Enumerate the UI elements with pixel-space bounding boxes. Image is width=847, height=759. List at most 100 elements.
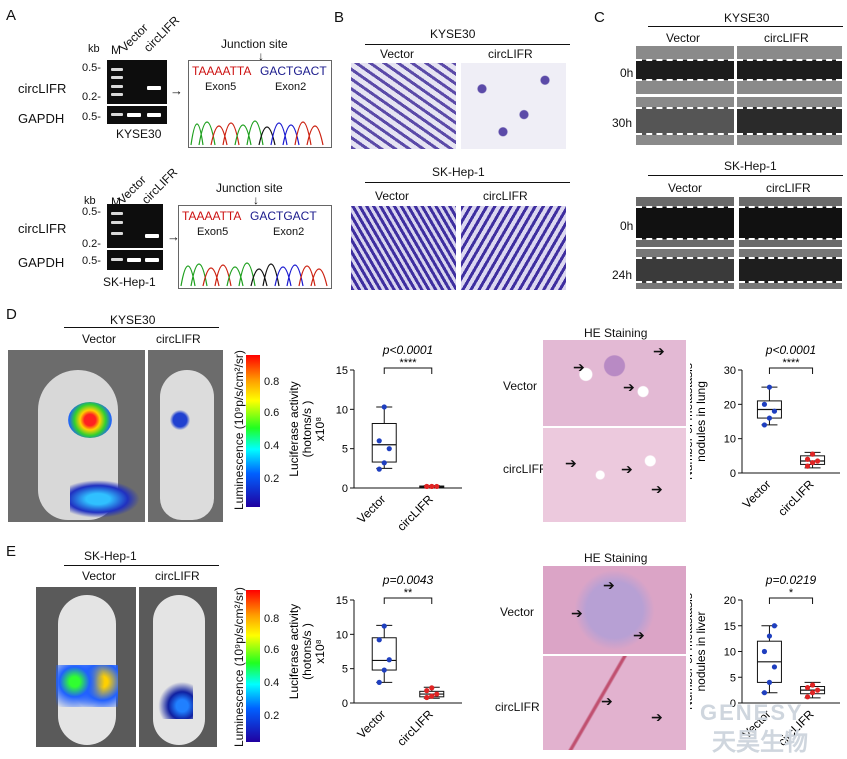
data-point [809, 460, 816, 466]
cell-line-label: SK-Hep-1 [84, 549, 137, 563]
down-arrow-icon: ↓ [258, 49, 264, 63]
he-image: ➔ ➔ ➔ [543, 566, 686, 654]
data-point [424, 694, 430, 701]
transwell-image [461, 63, 566, 149]
arrow-icon: → [167, 229, 180, 244]
chromatogram: TAAAATTA GACTGACT Exon5 Exon2 [188, 60, 332, 148]
time-label: 0h [620, 219, 634, 233]
rule [64, 327, 219, 328]
lane-circ-label: circLIFR [140, 13, 183, 55]
data-point [376, 466, 382, 472]
cell-line-label: KYSE30 [110, 313, 156, 327]
y-axis-label: nodules in liver [694, 611, 708, 691]
ivis-image-circ [148, 350, 223, 522]
watermark-en: GENESY [700, 700, 804, 725]
boxplot-d-lung: 0 10 20 30 Number of metastasis nodules in lu… [690, 343, 840, 519]
rule [365, 182, 570, 183]
wound-image [739, 197, 842, 247]
he-title: HE Staining [584, 326, 648, 340]
row-circ-label: circLIFR [18, 221, 67, 236]
down-arrow-icon: ↓ [253, 193, 259, 207]
data-point [424, 688, 430, 694]
data-point [761, 648, 768, 655]
condition-label: Vector [666, 31, 701, 45]
y-tick-label: 20 [724, 399, 736, 411]
junction-label: Junction site [216, 181, 283, 195]
category-label: Vector [354, 707, 388, 741]
colorbar-tick: 0.2 [264, 473, 280, 485]
arrow-icon: ➔ [651, 481, 663, 497]
data-point [429, 483, 435, 490]
ivis-image-circ [139, 587, 217, 747]
y-tick-label: 5 [342, 664, 348, 676]
y-tick-label: 15 [724, 621, 736, 633]
data-point [761, 401, 768, 407]
data-point [424, 483, 430, 490]
colorbar-tick: 0.8 [264, 613, 280, 625]
data-point [809, 682, 816, 688]
condition-label: circLIFR [766, 181, 811, 195]
wound-image [636, 97, 734, 145]
condition-label: circLIFR [156, 332, 201, 346]
marker-label: 0.2- [82, 91, 101, 103]
data-point [434, 483, 440, 490]
cell-line-label: SK-Hep-1 [103, 275, 156, 289]
boxplot-e-luciferase: 0 5 10 15 Luciferase activity (hotons/s ) x10⁸… [287, 573, 462, 749]
colorbar-tick: 0.4 [264, 440, 280, 452]
gel-image [107, 60, 167, 104]
data-point [376, 438, 382, 444]
lane-circ-label: circLIFR [138, 165, 181, 207]
row-circ-label: circLIFR [18, 81, 67, 96]
wound-image [737, 46, 842, 94]
wound-image [739, 249, 842, 289]
y-tick-label: 0 [730, 468, 736, 480]
gel-image [107, 106, 167, 124]
panel-letter-c: C [594, 9, 605, 26]
condition-label: circLIFR [483, 189, 528, 203]
arrow-icon: ➔ [573, 359, 585, 375]
time-label: 0h [620, 66, 634, 80]
y-tick-label: 20 [724, 595, 736, 607]
row-gapdh-label: GAPDH [18, 111, 65, 126]
rule [648, 26, 843, 27]
sequence-left: TAAAATTA [192, 64, 252, 78]
arrow-icon: ➔ [601, 693, 613, 709]
data-point [766, 633, 773, 639]
trace-svg [180, 262, 328, 287]
colorbar-tick: 0.2 [264, 710, 280, 722]
data-point [771, 623, 778, 629]
arrow-icon: → [170, 83, 183, 98]
colorbar-tick: 0.4 [264, 677, 280, 689]
data-point [814, 458, 821, 464]
data-point [386, 446, 392, 452]
colorbar-tick: 0.6 [264, 644, 280, 656]
colorbar [246, 355, 260, 507]
trace-svg [190, 120, 324, 146]
rule [648, 175, 843, 176]
marker-label: 0.5- [82, 111, 101, 123]
arrow-icon: ➔ [603, 577, 615, 593]
data-point [381, 667, 387, 673]
sig-bracket [383, 597, 433, 604]
marker-label: 0.2- [82, 238, 101, 250]
y-axis-label: nodules in lung [694, 381, 708, 462]
y-axis-label: x10⁸ [313, 639, 327, 663]
data-point [804, 456, 811, 462]
y-tick-label: 5 [342, 444, 348, 456]
data-point [386, 657, 392, 663]
category-label: circLIFR [775, 477, 817, 519]
y-axis-label: Number of metastasis [690, 363, 695, 480]
row-gapdh-label: GAPDH [18, 255, 65, 270]
data-point [809, 690, 816, 696]
y-axis-label: x10⁸ [313, 417, 327, 441]
arrow-icon: ➔ [621, 461, 633, 477]
data-point [766, 384, 773, 390]
cell-line-label: KYSE30 [430, 27, 476, 41]
panel-letter-a: A [6, 7, 17, 24]
wound-image [636, 197, 734, 247]
arrow-icon: ➔ [651, 709, 663, 725]
data-point [429, 685, 435, 691]
data-point [771, 664, 778, 670]
sig-stars: **** [782, 357, 800, 369]
kb-label: kb [84, 195, 96, 207]
